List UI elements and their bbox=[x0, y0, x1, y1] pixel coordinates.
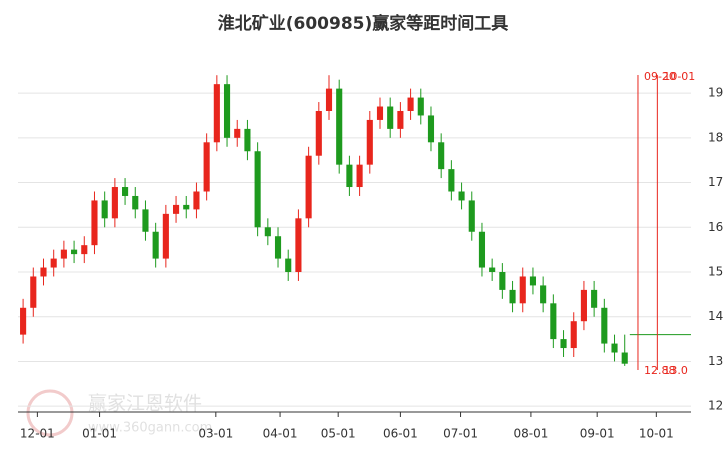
watermark-name: 赢家江恩软件 bbox=[88, 393, 202, 415]
candle-body bbox=[499, 272, 506, 290]
candle-body bbox=[274, 236, 282, 259]
candle-body bbox=[264, 227, 271, 237]
watermark-url: www.360gann.com bbox=[88, 421, 212, 436]
candle-body bbox=[71, 249, 78, 255]
y-tick-label: 14 bbox=[708, 309, 723, 323]
candle-body bbox=[560, 339, 567, 349]
candle-body bbox=[346, 164, 353, 188]
marker-top-label: 10-01 bbox=[663, 70, 695, 83]
candle-body bbox=[570, 321, 577, 349]
candle-body bbox=[387, 106, 394, 129]
marker-top-label: 09-20 bbox=[644, 70, 676, 83]
y-tick-label: 15 bbox=[708, 265, 723, 279]
x-tick-label: 05-01 bbox=[321, 427, 356, 441]
candle-body bbox=[580, 289, 587, 322]
candle-body bbox=[356, 164, 363, 188]
candle-body bbox=[601, 307, 608, 344]
candle-body bbox=[81, 245, 88, 255]
x-tick-label: 09-01 bbox=[580, 427, 615, 441]
candle-body bbox=[336, 88, 343, 165]
candle-body bbox=[295, 218, 302, 273]
candle-body bbox=[427, 115, 435, 143]
candle-body bbox=[193, 191, 200, 210]
candle-body bbox=[244, 128, 251, 152]
candle-body bbox=[591, 289, 598, 308]
candle-body bbox=[315, 110, 322, 156]
x-tick-label: 04-01 bbox=[263, 427, 298, 441]
x-tick-label: 08-01 bbox=[513, 427, 548, 441]
candle-body bbox=[152, 231, 159, 259]
candle-body bbox=[519, 276, 526, 304]
candle-body bbox=[254, 151, 261, 228]
candle-body bbox=[376, 106, 384, 120]
candle-body bbox=[60, 249, 67, 259]
candle-body bbox=[611, 343, 618, 353]
x-tick-label: 06-01 bbox=[383, 427, 418, 441]
candle-body bbox=[40, 267, 47, 277]
candle-body bbox=[325, 88, 333, 111]
candle-body bbox=[111, 187, 118, 219]
watermark: 赢家江恩软件 www.360gann.com bbox=[26, 389, 212, 437]
candle-body bbox=[213, 84, 220, 143]
candle-body bbox=[550, 303, 557, 340]
y-tick-label: 17 bbox=[708, 175, 723, 189]
x-tick-label: 03-01 bbox=[198, 427, 233, 441]
x-tick-label: 12-01 bbox=[20, 427, 55, 441]
candle-body bbox=[285, 258, 292, 273]
candle-body bbox=[397, 110, 404, 129]
candle-body bbox=[183, 204, 190, 210]
x-tick-label: 10-01 bbox=[639, 427, 674, 441]
candle-body bbox=[142, 209, 149, 232]
candle-body bbox=[478, 231, 486, 268]
candle-body bbox=[162, 213, 169, 259]
candle-body bbox=[448, 169, 455, 192]
candle-body bbox=[468, 200, 475, 232]
watermark-logo bbox=[26, 389, 74, 437]
y-tick-label: 18 bbox=[708, 130, 723, 144]
candle-body bbox=[438, 142, 445, 170]
y-tick-label: 12 bbox=[708, 399, 723, 413]
y-tick-label: 16 bbox=[708, 220, 723, 234]
marker-bottom-label: 12.88 bbox=[644, 364, 676, 377]
x-tick-label: 07-01 bbox=[443, 427, 478, 441]
candle-body bbox=[30, 276, 37, 308]
candle-body bbox=[122, 187, 129, 196]
chart-title: 淮北矿业(600985)赢家等距时间工具 bbox=[218, 13, 509, 34]
candle-body bbox=[305, 155, 312, 219]
candle-body bbox=[458, 191, 465, 201]
y-tick-label: 13 bbox=[708, 354, 723, 368]
candle-body bbox=[132, 195, 139, 210]
candle-body bbox=[509, 289, 516, 304]
candle-body bbox=[20, 307, 27, 335]
x-tick-label: 01-01 bbox=[82, 427, 117, 441]
candle-body bbox=[540, 285, 547, 304]
candle-body bbox=[529, 276, 537, 286]
candle-body bbox=[203, 142, 210, 192]
candle-body bbox=[417, 97, 424, 116]
candle-body bbox=[223, 84, 231, 138]
candle-body bbox=[407, 97, 414, 111]
candle-body bbox=[366, 119, 373, 165]
candle-body bbox=[101, 200, 108, 219]
marker-bottom-label: 13.0 bbox=[663, 364, 688, 377]
candle-body bbox=[621, 352, 628, 364]
candle-body bbox=[489, 267, 496, 273]
candle-body bbox=[234, 128, 241, 138]
candle-body bbox=[50, 258, 57, 268]
candle-body bbox=[172, 204, 180, 214]
candle-body bbox=[91, 200, 98, 246]
y-tick-label: 19 bbox=[708, 86, 723, 100]
